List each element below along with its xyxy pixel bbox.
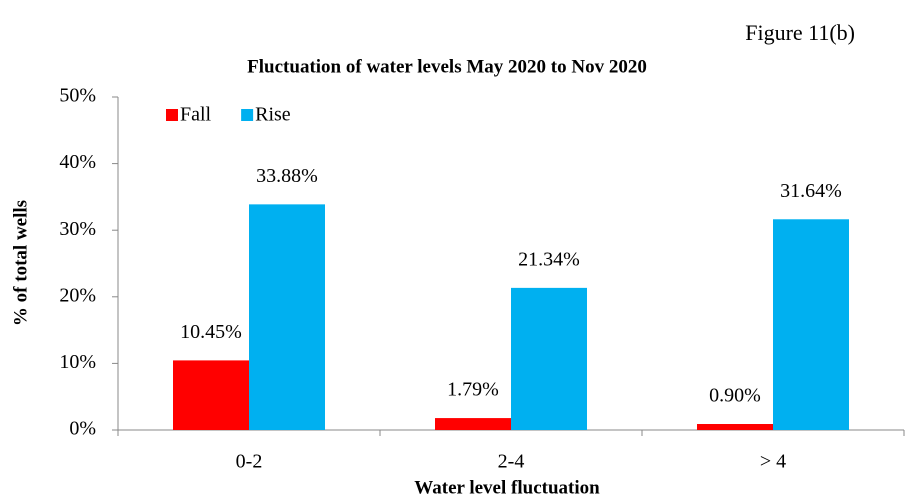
x-tick-label: 0-2 [236, 451, 263, 473]
y-tick-label: 0% [69, 418, 96, 440]
data-label: 1.79% [447, 379, 499, 401]
y-tick-label: 40% [59, 151, 96, 173]
y-tick-label: 10% [59, 351, 96, 373]
data-label: 10.45% [180, 321, 242, 343]
legend-swatch [241, 109, 254, 121]
y-tick-label: 50% [59, 85, 96, 107]
bar [249, 204, 325, 430]
legend-swatch [166, 109, 178, 121]
bar [511, 287, 587, 430]
bar [173, 360, 249, 430]
chart-title: Fluctuation of water levels May 2020 to … [247, 56, 647, 77]
y-tick-label: 30% [59, 218, 96, 240]
x-axis-label: Water level fluctuation [414, 477, 600, 498]
x-tick-label: 2-4 [498, 451, 525, 473]
bar [697, 424, 773, 430]
data-label: 0.90% [709, 385, 761, 407]
data-label: 21.34% [518, 248, 580, 270]
data-label: 33.88% [256, 165, 318, 187]
figure-label: Figure 11(b) [745, 20, 855, 45]
data-label: 31.64% [780, 180, 842, 202]
y-tick-label: 20% [59, 284, 96, 306]
bar [773, 219, 849, 430]
x-tick-label: > 4 [760, 451, 786, 473]
legend-label: Rise [255, 104, 291, 126]
y-axis-label: % of total wells [10, 200, 31, 326]
bar [435, 418, 511, 430]
legend-label: Fall [180, 104, 212, 126]
